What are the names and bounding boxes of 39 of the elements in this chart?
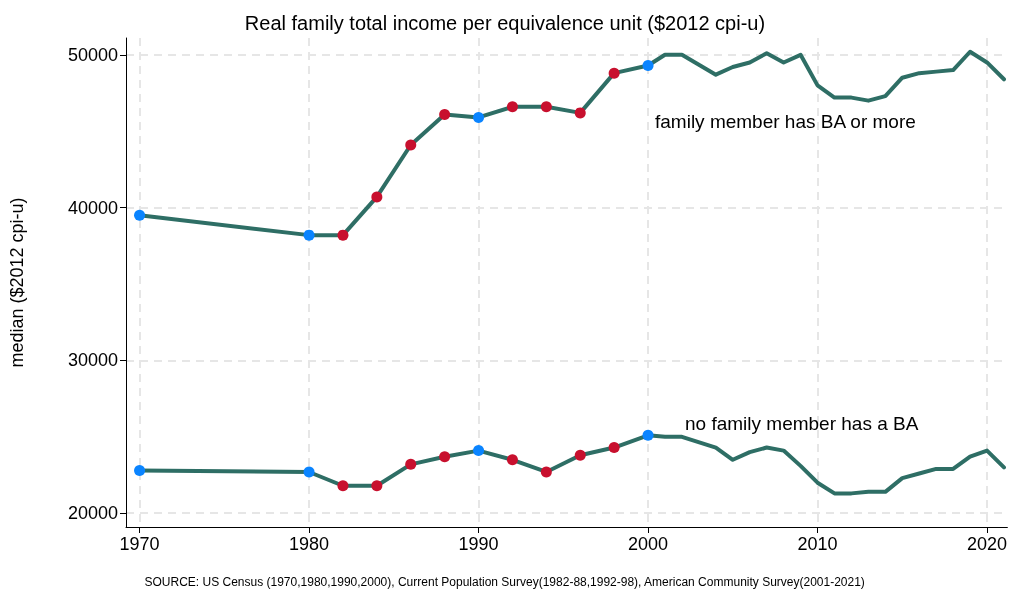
point	[337, 480, 349, 492]
point	[371, 191, 383, 203]
x-tick-label: 1980	[289, 534, 330, 554]
y-tick-label: 20000	[67, 503, 118, 524]
point	[405, 458, 417, 470]
annotation: family member has BA or more	[655, 110, 916, 132]
point	[439, 108, 451, 120]
point	[574, 107, 586, 119]
point	[134, 209, 146, 221]
x-tick-label: 2000	[628, 534, 669, 554]
y-tick-label: 30000	[67, 350, 118, 371]
y-tick-label: 50000	[67, 44, 118, 65]
point	[642, 60, 654, 71]
y-tick-label: 40000	[67, 197, 118, 218]
x-tick-label: 2010	[797, 534, 838, 554]
point	[642, 429, 654, 441]
point	[608, 67, 620, 79]
chart-title: Real family total income per equivalence unit ($2012 cpi-u)	[244, 12, 766, 34]
x-tick-label: 2020	[967, 534, 1008, 554]
point	[337, 229, 349, 241]
point	[303, 466, 315, 478]
y-axis-title: median ($2012 cpi-u)	[7, 197, 27, 368]
point	[473, 111, 485, 123]
point	[506, 454, 518, 466]
point	[574, 449, 586, 461]
point	[608, 442, 620, 454]
point	[540, 466, 552, 478]
point	[134, 464, 146, 476]
x-tick-label: 1990	[458, 534, 499, 554]
point	[506, 101, 518, 113]
point	[405, 139, 417, 151]
point	[371, 480, 383, 492]
annotation: no family member has a BA	[685, 412, 919, 434]
point	[473, 445, 485, 457]
point	[303, 229, 315, 241]
source-note: SOURCE: US Census (1970,1980,1990,2000), Current Population Survey(1982-88,1992-98), American Community Survey(2001-2021)	[144, 575, 865, 589]
x-tick-label: 1970	[119, 534, 160, 554]
point	[439, 451, 451, 463]
point	[540, 101, 552, 113]
